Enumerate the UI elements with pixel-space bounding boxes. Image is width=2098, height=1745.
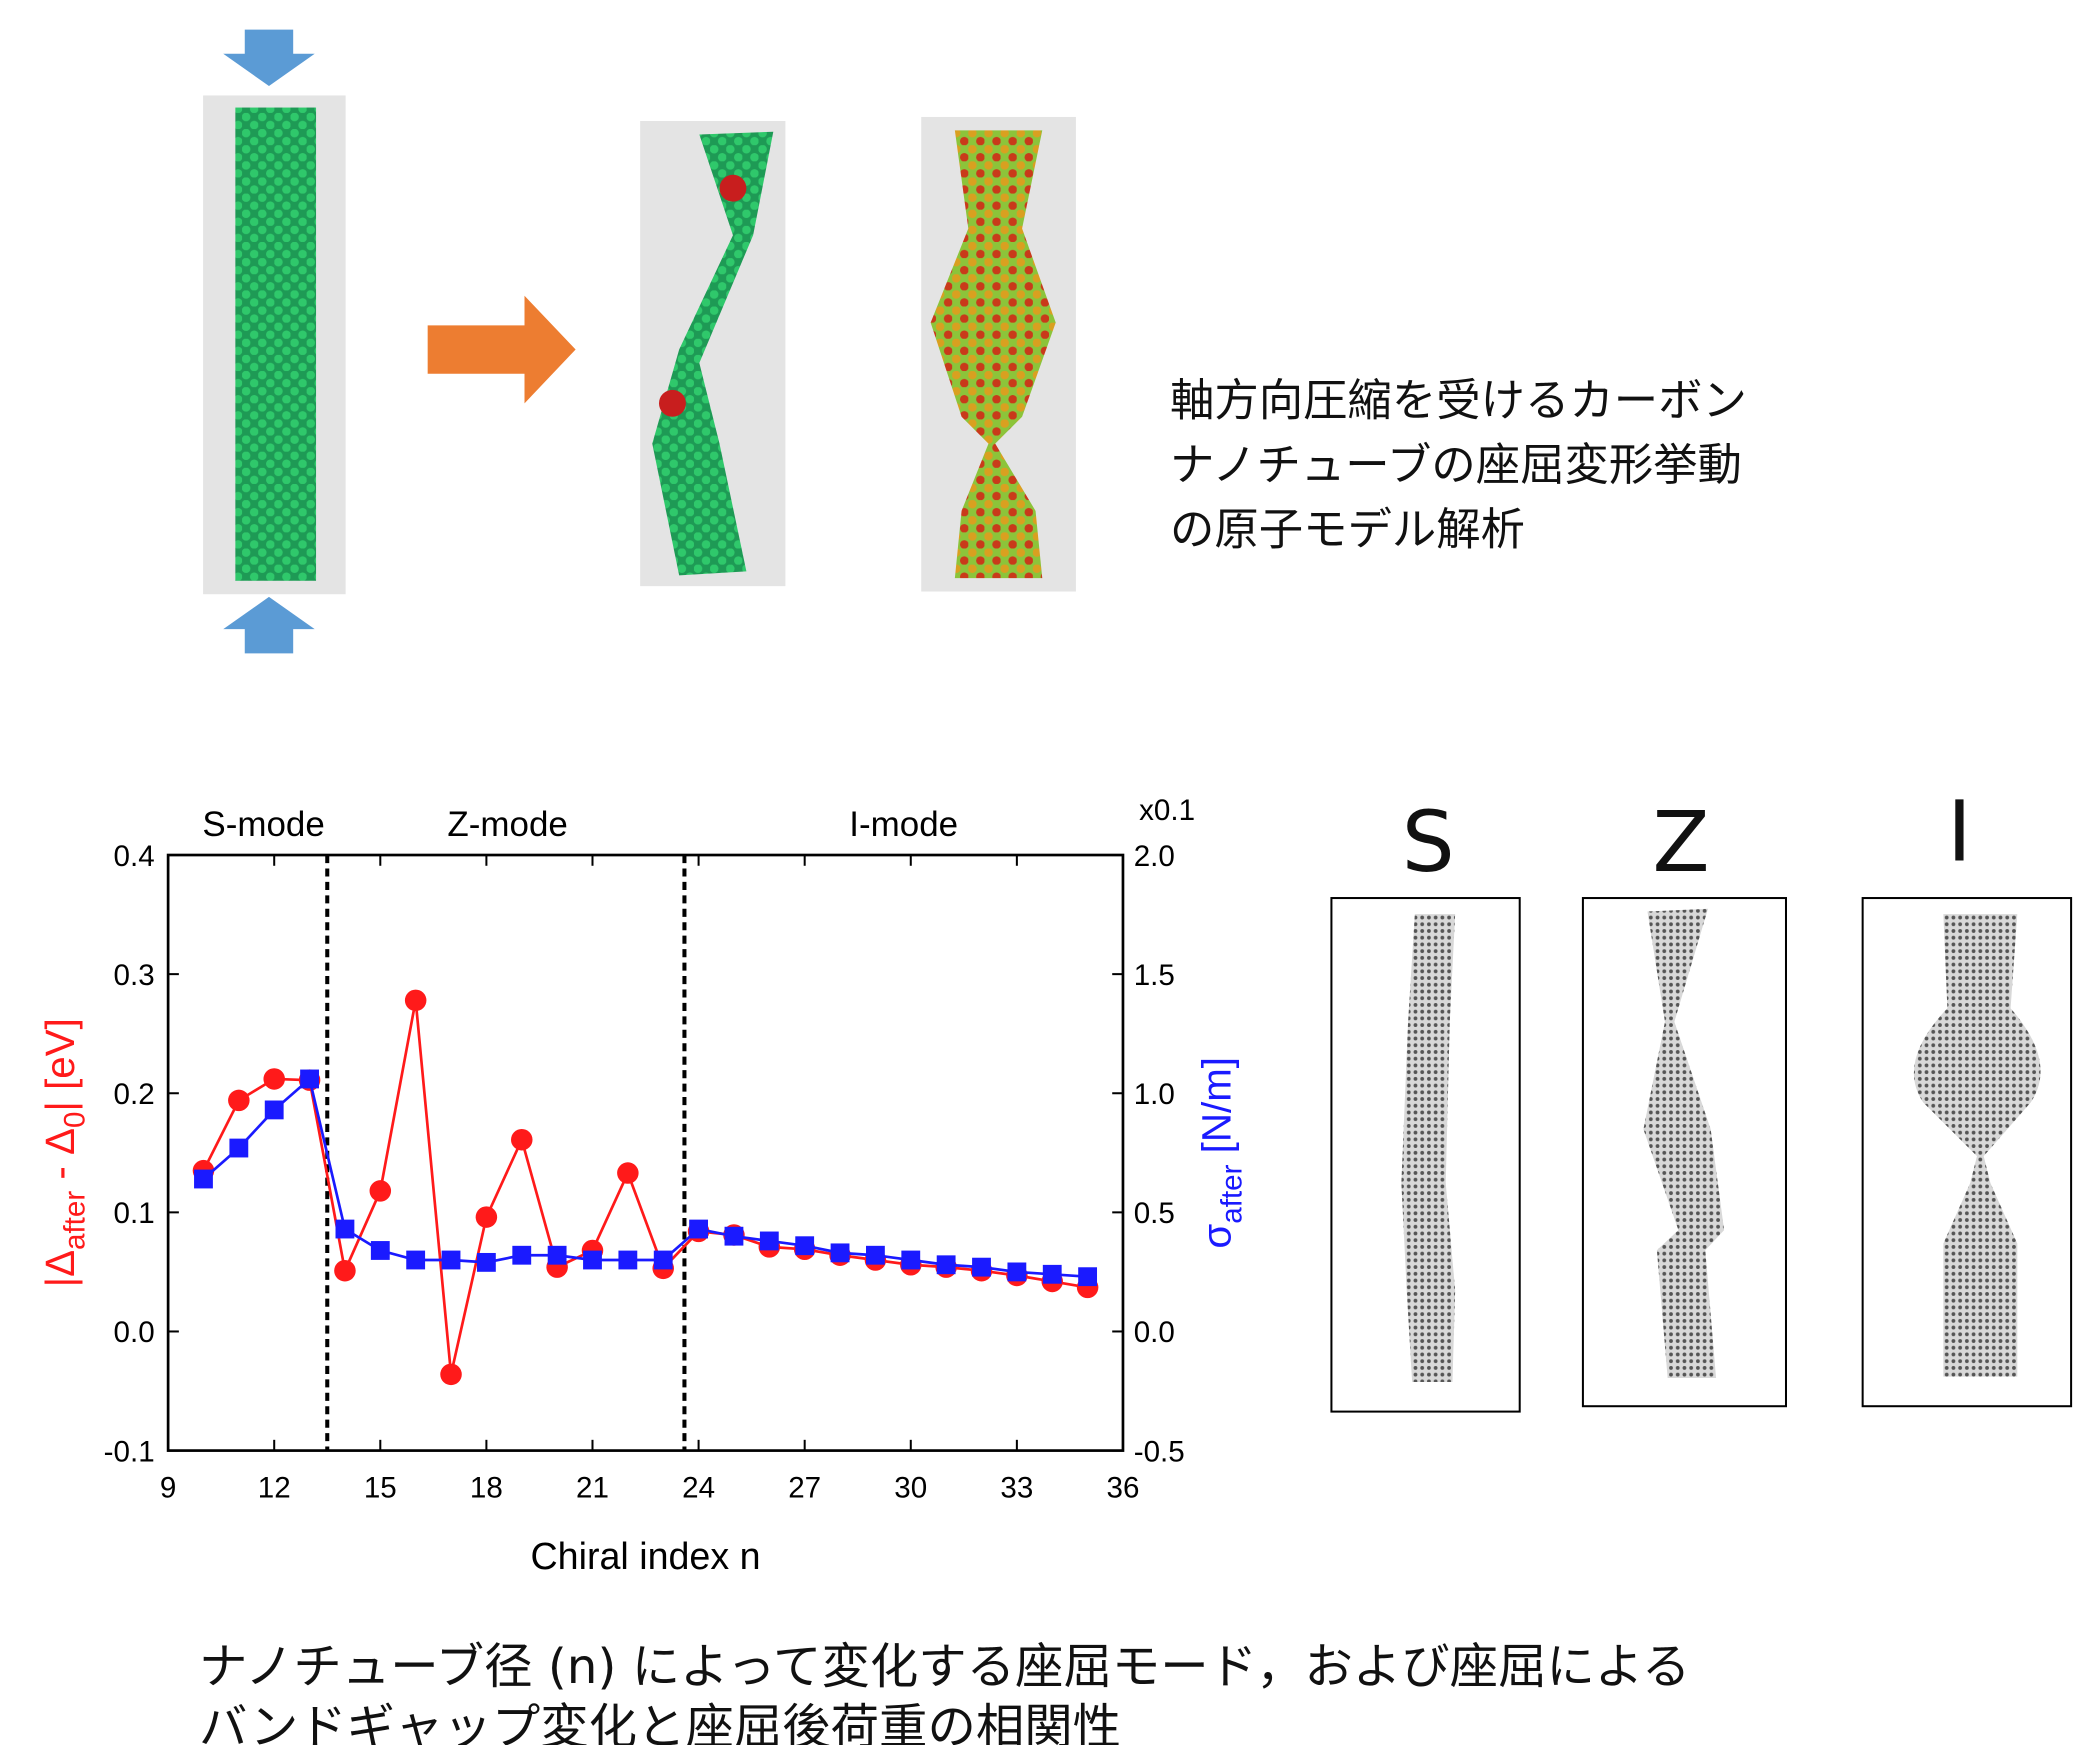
point <box>406 1250 426 1270</box>
point <box>511 1128 533 1151</box>
point <box>901 1250 921 1270</box>
point <box>476 1252 496 1272</box>
series-line <box>202 1076 1088 1279</box>
y2-multiplier: x0.1 <box>1139 794 1195 827</box>
x-tick-label: 12 <box>258 1472 291 1505</box>
point <box>440 1363 462 1386</box>
point <box>335 1219 355 1239</box>
y2-tick-label: -0.5 <box>1134 1435 1185 1468</box>
point <box>475 1206 498 1228</box>
point <box>441 1250 461 1270</box>
point <box>689 1219 709 1239</box>
point <box>830 1243 850 1263</box>
point <box>370 1241 390 1260</box>
mode-annotation: I-mode <box>849 805 958 844</box>
point <box>264 1100 284 1120</box>
x-tick-label: 15 <box>364 1472 397 1505</box>
y-tick-label: -0.1 <box>104 1435 155 1468</box>
caption-line: バンドギャップ変化と座屈後荷重の相関性 <box>199 1700 1121 1745</box>
point <box>795 1236 815 1256</box>
point <box>583 1250 602 1270</box>
caption-line: ナノチューブ径 (n) によって変化する座屈モード，および座屈による <box>199 1639 1690 1695</box>
y2-tick-label: 0.5 <box>1134 1197 1175 1230</box>
y-axis-label-part: 0 <box>59 1112 92 1128</box>
y-axis-label-part: after <box>59 1191 92 1250</box>
x-tick-label: 30 <box>894 1472 927 1505</box>
y-tick-label: 0.4 <box>114 840 155 873</box>
x-tick-label: 36 <box>1107 1472 1140 1505</box>
x-tick-label: 33 <box>1000 1472 1033 1505</box>
mode-label: S <box>1402 794 1455 891</box>
y-tick-label: 0.2 <box>114 1078 155 1111</box>
y-tick-label: 0.3 <box>114 959 155 992</box>
input-tube <box>203 29 346 654</box>
point <box>1007 1262 1027 1282</box>
point <box>512 1245 532 1265</box>
point <box>617 1162 639 1184</box>
y2-axis-label-part: σ <box>1194 1224 1240 1249</box>
y-axis-label-part: | [eV] <box>37 1018 83 1111</box>
mode-label: I <box>1947 783 1972 880</box>
point <box>194 1169 213 1189</box>
y2-tick-label: 0.0 <box>1134 1316 1175 1349</box>
y-axis-label-part: |Δ <box>37 1250 83 1287</box>
y2-tick-label: 1.0 <box>1134 1078 1175 1111</box>
description-line: ナノチューブの座屈変形挙動 <box>1170 440 1742 491</box>
x-tick-label: 9 <box>160 1472 176 1505</box>
point <box>404 989 427 1012</box>
y-axis-label-part: - Δ <box>37 1128 83 1191</box>
mode-annotation: Z-mode <box>447 805 567 844</box>
point <box>547 1245 567 1265</box>
point <box>228 1089 250 1112</box>
description: 軸方向圧縮を受けるカーボン ナノチューブの座屈変形挙動 の原子モデル解析 <box>1170 375 1747 555</box>
x-tick-label: 27 <box>788 1472 821 1505</box>
y-tick-label: 0.1 <box>114 1197 155 1230</box>
mode-annotation: S-mode <box>202 805 324 844</box>
process-arrow <box>427 295 576 404</box>
s-buckled-tube <box>640 120 786 587</box>
y-axis-label: |Δafter - Δ0| [eV] <box>37 1018 92 1287</box>
chart: 9 12 15 18 21 24 27 30 33 36 -0.1 0.0 0.1 0.2 0.3 0.4 -0… <box>37 794 1248 1577</box>
point <box>229 1138 249 1158</box>
point <box>369 1180 392 1202</box>
x-tick-label: 18 <box>470 1472 503 1505</box>
y2-tick-label: 2.0 <box>1134 840 1175 873</box>
y-tick-label: 0.0 <box>114 1316 155 1349</box>
i-buckled-tube <box>921 116 1076 592</box>
point <box>972 1257 991 1277</box>
plot-frame <box>166 853 1125 1452</box>
description-line: の原子モデル解析 <box>1170 504 1525 555</box>
point <box>334 1259 356 1282</box>
point <box>865 1245 885 1265</box>
point <box>936 1255 956 1275</box>
point <box>1078 1267 1098 1287</box>
x-tick-label: 21 <box>576 1472 609 1505</box>
point <box>759 1231 779 1251</box>
point <box>618 1250 638 1270</box>
point <box>300 1069 319 1089</box>
point <box>724 1226 744 1246</box>
x-axis-label: Chiral index n <box>530 1535 760 1577</box>
x-tick-label: 24 <box>682 1472 715 1505</box>
y2-axis-label-part: [N/m] <box>1194 1057 1240 1165</box>
caption: ナノチューブ径 (n) によって変化する座屈モード，および座屈による バンドギャ… <box>199 1639 1690 1745</box>
y2-axis-label-part: after <box>1215 1164 1248 1223</box>
point <box>653 1250 673 1270</box>
description-line: 軸方向圧縮を受けるカーボン <box>1170 375 1747 426</box>
y2-tick-label: 1.5 <box>1134 959 1175 992</box>
point <box>263 1068 285 1090</box>
mode-images: S Z I <box>1330 783 2073 1413</box>
point <box>1042 1264 1062 1284</box>
y2-axis-label: σafter [N/m] <box>1194 1057 1249 1249</box>
mode-label: Z <box>1653 794 1710 891</box>
